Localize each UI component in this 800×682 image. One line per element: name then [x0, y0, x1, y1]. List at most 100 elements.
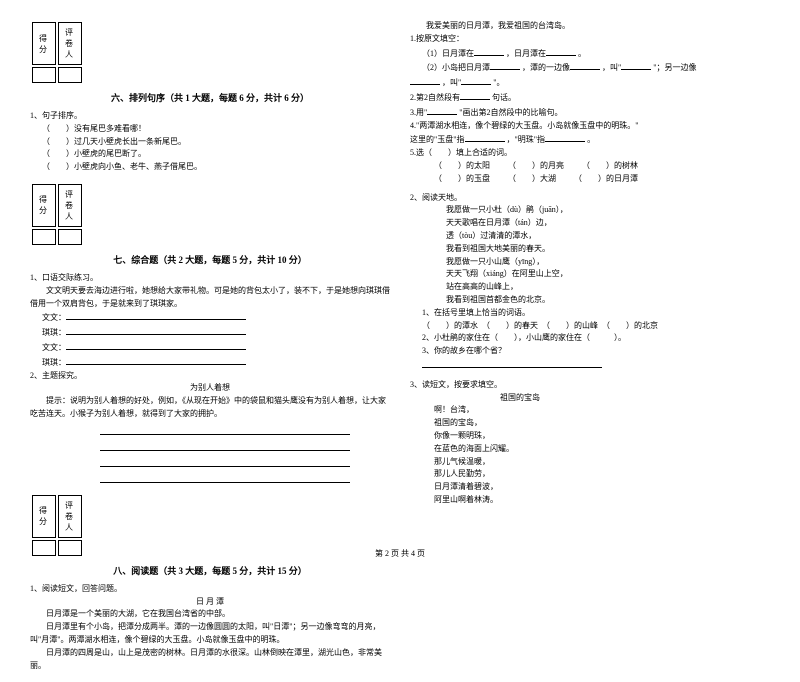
poem-1: 天天歌唱在日月潭（tán）边， — [410, 217, 770, 230]
rq3b: "画出第2自然段中的比喻句。 — [459, 108, 562, 117]
love-line: 我爱美丽的日月潭，我爱祖国的台湾岛。 — [410, 20, 770, 33]
grader-blank-7 — [58, 229, 82, 245]
p3-heading: 祖国的宝岛 — [410, 392, 770, 405]
rq1-2d: "；另一边像 — [653, 63, 696, 72]
p3-l8: 阿里山啊着林涛。 — [410, 494, 770, 507]
poem-4: 我愿做一只小山鹰（yīng）， — [410, 256, 770, 269]
rq1-2f: "。 — [493, 78, 504, 87]
rq2: 2.第2自然段有 句话。 — [410, 90, 770, 105]
right-column: 我爱美丽的日月潭，我爱祖国的台湾岛。 1.按原文填空： （1）日月潭在 ，日月潭… — [410, 20, 770, 672]
q7-2-title: 为别人着想 — [30, 382, 390, 395]
p2-q3-blank — [410, 358, 770, 373]
rq1-1a: （1）日月潭在 — [422, 49, 474, 58]
rq2a: 2.第2自然段有 — [410, 93, 460, 102]
poem-3: 我看到祖国大地美丽的春天。 — [410, 243, 770, 256]
rq1-2b-line: ，叫" "。 — [410, 75, 770, 90]
p3-l5: 那儿气候温暖， — [410, 456, 770, 469]
dialog-1: 琪琪： — [30, 325, 390, 340]
passage-p1: 日月潭是一个美丽的大湖，它在我国台湾省的中部。 — [30, 608, 390, 621]
poem-0: 我愿做一只小杜（dù）鹃（juān）， — [410, 204, 770, 217]
q7-1: 1、口语交际练习。 — [30, 272, 390, 285]
q6-item-1: （ ）过几天小壁虎长出一条新尾巴。 — [30, 136, 390, 149]
q7-2: 2、主题探究。 — [30, 370, 390, 383]
poem-6: 站在高高的山峰上， — [410, 281, 770, 294]
rq1-2e: ，叫" — [442, 78, 461, 87]
rq5-row1: （ ）的玉盘 （ ）大湖 （ ）的日月潭 — [410, 173, 770, 186]
rq3: 3.用" "画出第2自然段中的比喻句。 — [410, 105, 770, 120]
score-label: 得分 — [32, 22, 56, 65]
page-footer: 第 2 页 共 4 页 — [0, 548, 800, 559]
score-blank — [32, 67, 56, 83]
rq5-11: （ ）大湖 — [508, 174, 556, 183]
rq1-1c: 。 — [578, 49, 586, 58]
dialog-2-label: 文文： — [42, 343, 66, 352]
q6-item-2: （ ）小壁虎的尾巴断了。 — [30, 148, 390, 161]
p2-q1: 1、在括号里填上恰当的词语。 — [410, 307, 770, 320]
rq4a: 这里的"玉盘"指 — [410, 135, 465, 144]
rq1-2: （2）小岛把日月潭 ，潭的一边像 ，叫" "；另一边像 — [410, 60, 770, 75]
section-6-title: 六、排列句序（共 1 大题，每题 6 分，共计 6 分） — [30, 91, 390, 104]
q6-item-0: （ ）没有尾巴多难看哪！ — [30, 123, 390, 136]
q6-item-0-text: 没有尾巴多难看哪！ — [74, 124, 146, 133]
rq1-2c: ，叫" — [602, 63, 621, 72]
p3-l3: 在蓝色的海面上闪耀。 — [410, 443, 770, 456]
p3-l6: 那儿人民勤劳， — [410, 468, 770, 481]
rq5-01: （ ）的月亮 — [508, 161, 564, 170]
rq5-row0: （ ）的太阳 （ ）的月亮 （ ）的树林 — [410, 160, 770, 173]
grader-blank — [58, 67, 82, 83]
dialog-2: 文文： — [30, 340, 390, 355]
dialog-0-label: 文文： — [42, 313, 66, 322]
rq2b: 句话。 — [492, 93, 516, 102]
rq5-00: （ ）的太阳 — [434, 161, 490, 170]
rq1-1: （1）日月潭在 ，日月潭在 。 — [410, 46, 770, 61]
passage-p2: 日月潭里有个小岛，把潭分成两半。潭的一边像圆圆的太阳，叫"日潭"；另一边像弯弯的… — [30, 621, 390, 647]
p2-q1-opts: （ ）的潭水 （ ）的春天 （ ）的山峰 （ ）的北京 — [410, 320, 770, 333]
q7-1-body: 文文明天要去海边进行啦，她想给大家带礼物。可是她的背包太小了，装不下，于是她想向… — [30, 285, 390, 311]
left-column: 得分 评卷人 六、排列句序（共 1 大题，每题 6 分，共计 6 分） 1、句子… — [30, 20, 390, 672]
q6-1: 1、句子排序。 — [30, 110, 390, 123]
rq5-12: （ ）的日月潭 — [574, 174, 638, 183]
section-8-title: 八、阅读题（共 3 大题，每题 5 分，共计 15 分） — [30, 564, 390, 577]
rq4b: ，"明珠"指 — [507, 135, 546, 144]
p3-l0: 啊！台湾， — [410, 404, 770, 417]
rq5: 5.选（ ）填上合适的词。 — [410, 147, 770, 160]
q7-2-hint: 提示：说明为别人着想的好处，例如，《从现在开始》中的袋鼠和猫头鹰没有为别人着想，… — [30, 395, 390, 421]
rq4-fill: 这里的"玉盘"指 ，"明珠"指 。 — [410, 132, 770, 147]
score-box-6: 得分 评卷人 — [30, 20, 390, 85]
poem-7: 我看到祖国首都金色的北京。 — [410, 294, 770, 307]
score-label-8: 得分 — [32, 495, 56, 538]
q6-item-1-text: 过几天小壁虎长出一条新尾巴。 — [74, 137, 186, 146]
rq5-02: （ ）的树林 — [582, 161, 638, 170]
score-box-7: 得分 评卷人 — [30, 182, 390, 247]
dialog-3: 琪琪： — [30, 355, 390, 370]
dialog-1-label: 琪琪： — [42, 328, 66, 337]
q6-item-3: （ ）小壁虎向小鱼、老牛、燕子借尾巴。 — [30, 161, 390, 174]
rq4c: 。 — [587, 135, 595, 144]
rq1-2b: ，潭的一边像 — [522, 63, 570, 72]
passage-p3: 日月潭的四周是山，山上是茂密的树林。日月潭的水很深。山林倒映在潭里，湖光山色，非… — [30, 647, 390, 673]
q8-1: 1、阅读短文，回答问题。 — [30, 583, 390, 596]
passage-title: 日 月 潭 — [30, 596, 390, 609]
rq4: 4."两潭湖水相连，像个碧绿的大玉盘。小岛就像玉盘中的明珠。" — [410, 120, 770, 133]
score-blank-7 — [32, 229, 56, 245]
p3-l7: 日月潭清着碧波， — [410, 481, 770, 494]
dialog-3-label: 琪琪： — [42, 358, 66, 367]
p2-q2: 2、小杜鹃的家住在（ ），小山鹰的家住在（ ）。 — [410, 332, 770, 345]
rq5-10: （ ）的玉盘 — [434, 174, 490, 183]
p3-l2: 你像一颗明珠， — [410, 430, 770, 443]
write-line-4 — [100, 471, 350, 483]
p2-title: 2、阅读天地。 — [410, 192, 770, 205]
write-line-2 — [100, 439, 350, 451]
rq3a: 3.用" — [410, 108, 427, 117]
q6-item-2-text: 小壁虎的尾巴断了。 — [74, 149, 146, 158]
dialog-0: 文文： — [30, 310, 390, 325]
poem-2: 透（tòu）过清清的潭水， — [410, 230, 770, 243]
write-line-3 — [100, 455, 350, 467]
grader-label-8: 评卷人 — [58, 495, 82, 538]
p3-l1: 祖国的宝岛， — [410, 417, 770, 430]
p3-title: 3、读短文，按要求填空。 — [410, 379, 770, 392]
rq1: 1.按原文填空： — [410, 33, 770, 46]
rq1-1b: ，日月潭在 — [506, 49, 546, 58]
score-label-7: 得分 — [32, 184, 56, 227]
grader-label-7: 评卷人 — [58, 184, 82, 227]
